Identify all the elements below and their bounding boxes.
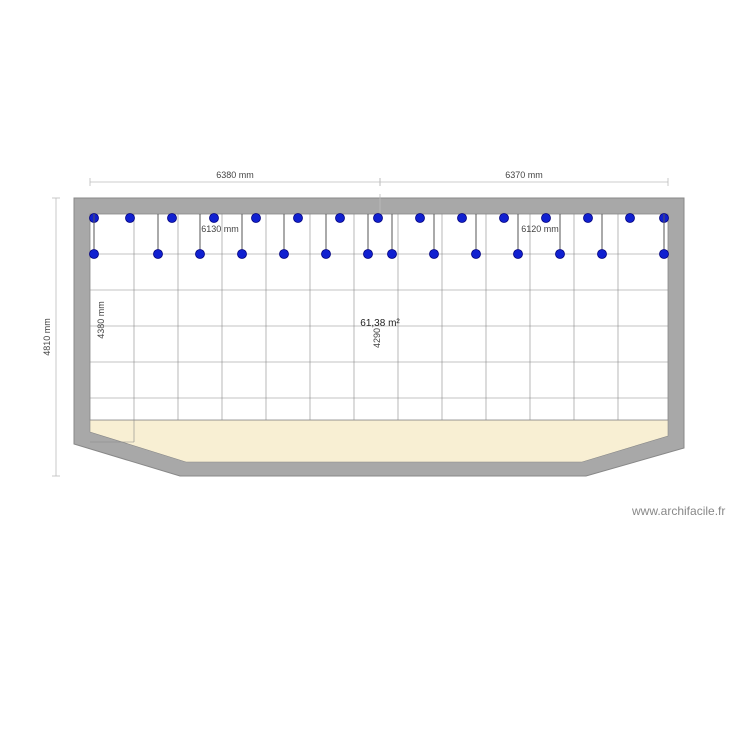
marker-dot	[322, 250, 331, 259]
dim-label: 6370 mm	[505, 170, 543, 180]
dim-label: 6380 mm	[216, 170, 254, 180]
floorplan-canvas: 6380 mm 6370 mm 6130 mm 6120 mm 4810 mm 4380 …	[0, 0, 750, 750]
marker-dot	[168, 214, 177, 223]
marker-dot	[336, 214, 345, 223]
marker-dot	[416, 214, 425, 223]
dim-label-inner: 6120 mm	[521, 224, 559, 234]
floor-lower	[90, 420, 668, 462]
marker-dot	[238, 250, 247, 259]
marker-dot	[542, 214, 551, 223]
dim-label-v: 4810 mm	[42, 318, 52, 356]
marker-dot	[374, 214, 383, 223]
area-sublabel: 4290	[372, 328, 382, 348]
marker-dot	[210, 214, 219, 223]
marker-dot	[626, 214, 635, 223]
marker-dot	[584, 214, 593, 223]
marker-dot	[458, 214, 467, 223]
marker-dot	[252, 214, 261, 223]
marker-dot	[556, 250, 565, 259]
marker-dot	[196, 250, 205, 259]
marker-dot	[154, 250, 163, 259]
marker-dot	[514, 250, 523, 259]
marker-dot	[388, 250, 397, 259]
marker-dot	[472, 250, 481, 259]
watermark-text: www.archifacile.fr	[632, 504, 725, 518]
marker-dot	[280, 250, 289, 259]
marker-dot	[500, 214, 509, 223]
marker-dot	[90, 250, 99, 259]
dim-label-inner: 6130 mm	[201, 224, 239, 234]
marker-dot	[364, 250, 373, 259]
marker-dot	[660, 250, 669, 259]
grid-area	[90, 214, 668, 420]
dim-label-inner-v: 4380 mm	[96, 301, 106, 339]
area-label: 61,38 m²	[360, 318, 400, 329]
marker-dot	[598, 250, 607, 259]
marker-dot	[294, 214, 303, 223]
marker-dot	[126, 214, 135, 223]
plan-svg: 6380 mm 6370 mm 6130 mm 6120 mm 4810 mm 4380 …	[0, 0, 750, 750]
marker-dot	[430, 250, 439, 259]
